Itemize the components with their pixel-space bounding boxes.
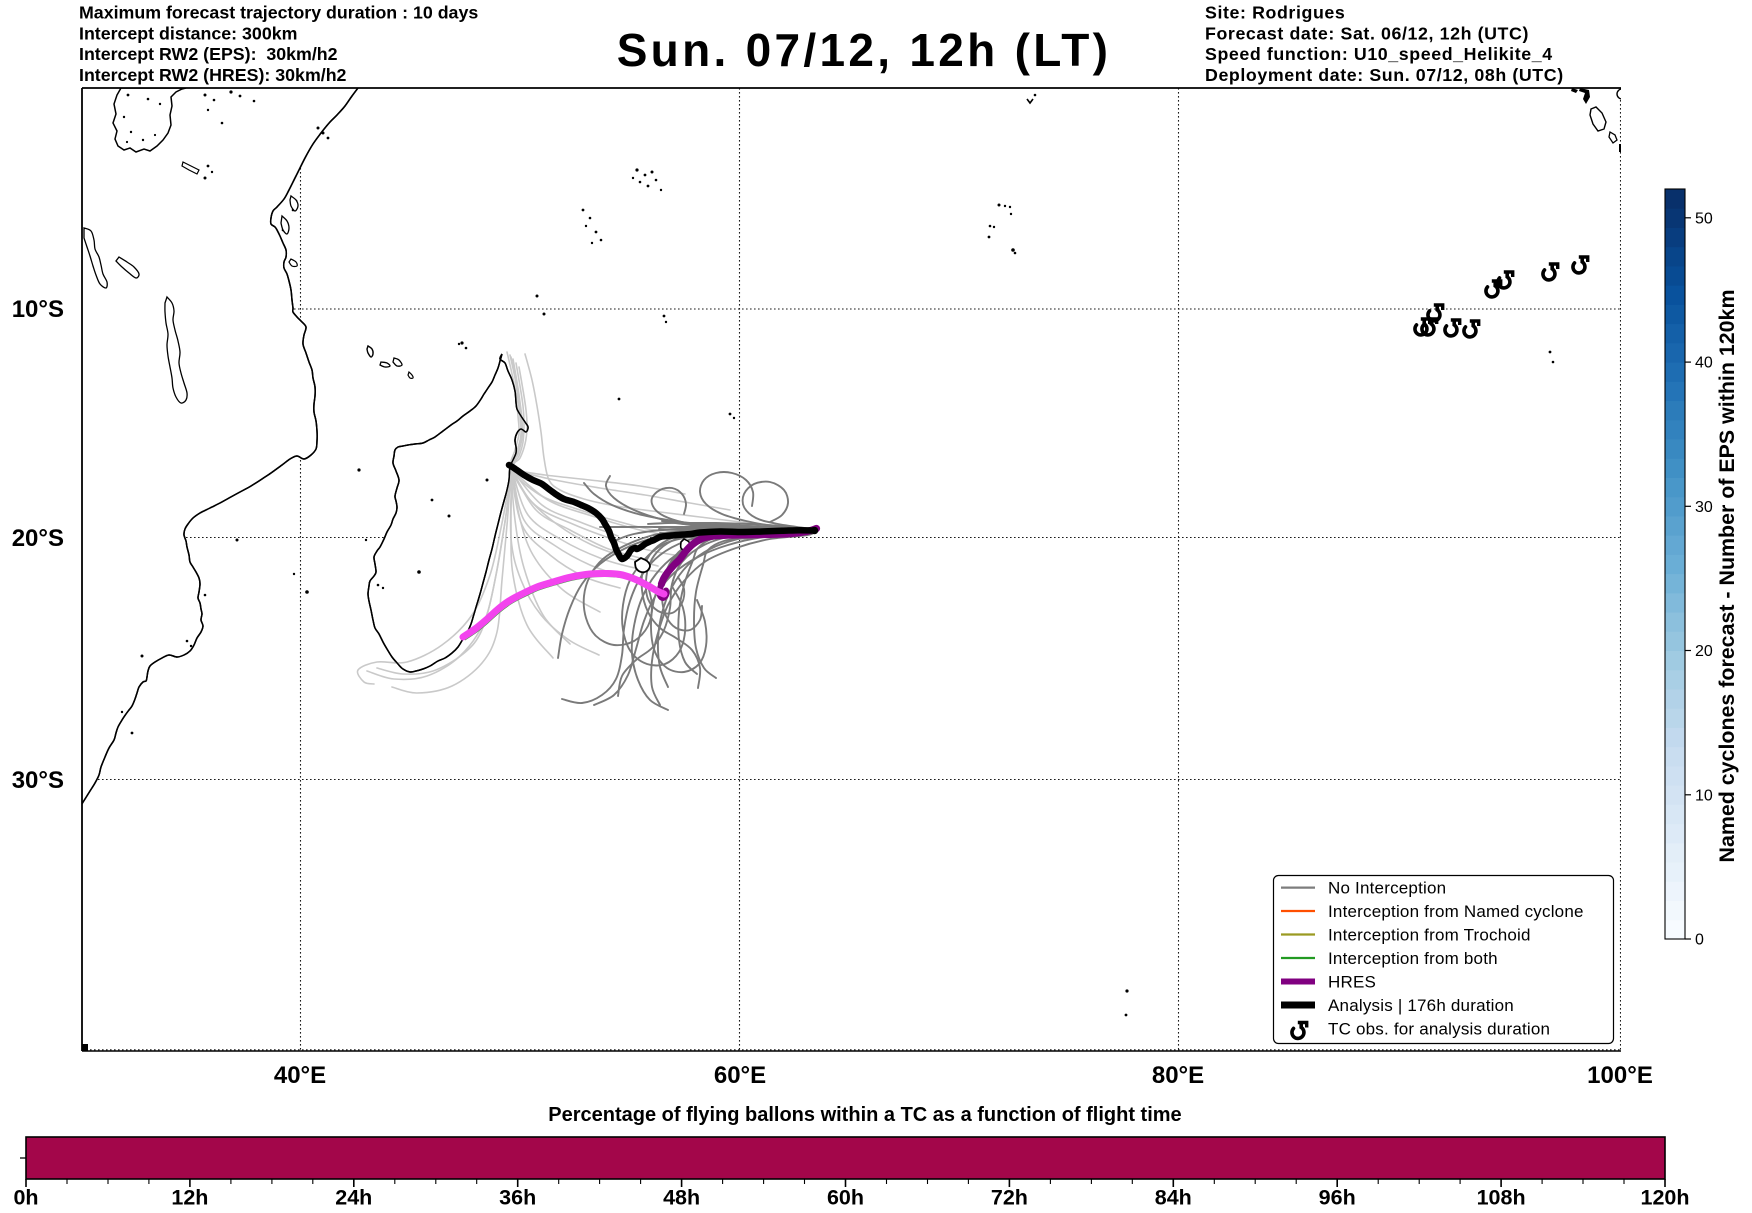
svg-text:0h: 0h xyxy=(13,1186,38,1210)
svg-text:Intercept RW2 (EPS): 30km/h2: Intercept RW2 (EPS): 30km/h2 xyxy=(79,44,338,64)
svg-text:0: 0 xyxy=(1695,932,1704,949)
svg-text:10°S: 10°S xyxy=(12,296,64,323)
svg-text:Percentage of flying ballons w: Percentage of flying ballons within a TC… xyxy=(548,1104,1181,1126)
svg-text:48h: 48h xyxy=(663,1186,700,1210)
svg-text:Sun. 07/12, 12h (LT): Sun. 07/12, 12h (LT) xyxy=(617,24,1112,76)
svg-text:120h: 120h xyxy=(1640,1186,1689,1210)
svg-text:TC obs. for analysis duration: TC obs. for analysis duration xyxy=(1328,1020,1550,1039)
svg-text:40: 40 xyxy=(1695,355,1713,372)
svg-text:10: 10 xyxy=(1695,787,1713,804)
svg-text:Intercept distance: 300km: Intercept distance: 300km xyxy=(79,23,297,43)
svg-text:20°S: 20°S xyxy=(12,525,64,552)
svg-text:Maximum forecast trajectory du: Maximum forecast trajectory duration : 1… xyxy=(79,3,478,23)
svg-text:12h: 12h xyxy=(171,1186,208,1210)
svg-text:96h: 96h xyxy=(1319,1186,1356,1210)
svg-text:Forecast date: Sat. 06/12, 12h: Forecast date: Sat. 06/12, 12h (UTC) xyxy=(1205,23,1529,43)
svg-text:60°E: 60°E xyxy=(714,1062,766,1089)
svg-text:108h: 108h xyxy=(1477,1186,1526,1210)
svg-text:30°S: 30°S xyxy=(12,767,64,794)
svg-text:Interception from Trochoid: Interception from Trochoid xyxy=(1328,926,1531,945)
svg-text:Speed function: U10_speed_Heli: Speed function: U10_speed_Helikite_4 xyxy=(1205,44,1553,64)
svg-text:36h: 36h xyxy=(499,1186,536,1210)
svg-text:Analysis | 176h duration: Analysis | 176h duration xyxy=(1328,996,1514,1015)
svg-text:60h: 60h xyxy=(827,1186,864,1210)
svg-text:Intercept RW2 (HRES): 30km/h2: Intercept RW2 (HRES): 30km/h2 xyxy=(79,65,347,85)
svg-text:72h: 72h xyxy=(991,1186,1028,1210)
svg-text:Named cyclones forecast - Numb: Named cyclones forecast - Number of EPS … xyxy=(1715,290,1739,863)
svg-text:100°E: 100°E xyxy=(1587,1062,1653,1089)
svg-text:84h: 84h xyxy=(1155,1186,1192,1210)
svg-text:20: 20 xyxy=(1695,643,1713,660)
svg-text:50: 50 xyxy=(1695,210,1713,227)
svg-text:80°E: 80°E xyxy=(1152,1062,1204,1089)
svg-text:30: 30 xyxy=(1695,499,1713,516)
svg-text:Interception from Named cyclon: Interception from Named cyclone xyxy=(1328,902,1584,921)
svg-text:Deployment date: Sun. 07/12, 0: Deployment date: Sun. 07/12, 08h (UTC) xyxy=(1205,65,1564,85)
svg-text:Interception from both: Interception from both xyxy=(1328,949,1498,968)
svg-text:HRES: HRES xyxy=(1328,973,1376,992)
svg-text:No Interception: No Interception xyxy=(1328,879,1446,898)
svg-text:Site: Rodrigues: Site: Rodrigues xyxy=(1205,3,1345,23)
svg-text:24h: 24h xyxy=(335,1186,372,1210)
svg-text:40°E: 40°E xyxy=(274,1062,326,1089)
